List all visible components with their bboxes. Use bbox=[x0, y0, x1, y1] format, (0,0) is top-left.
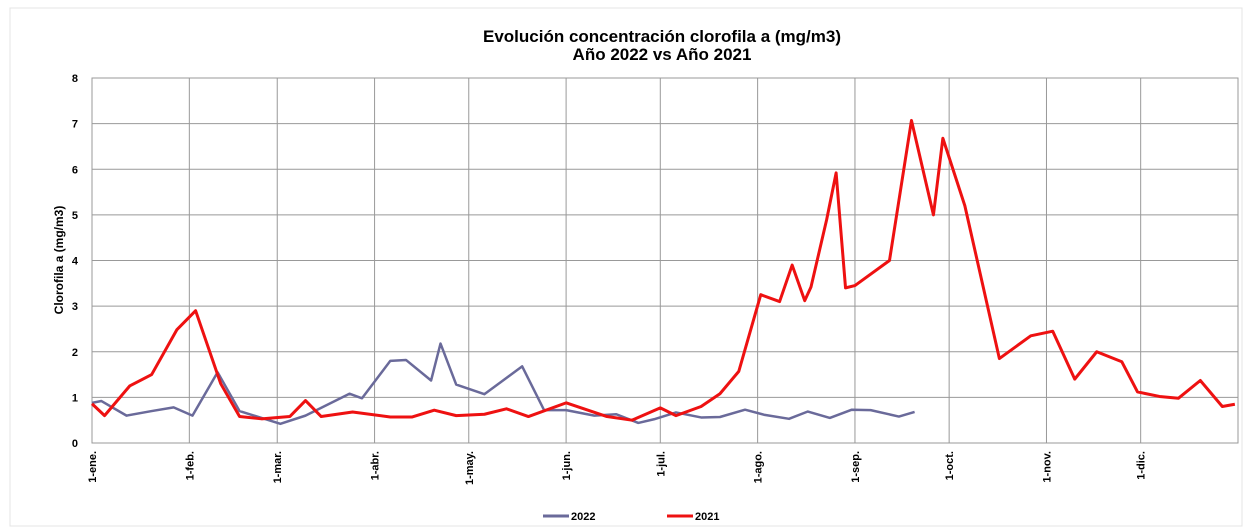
x-tick-label: 1-feb. bbox=[184, 451, 196, 480]
series-line bbox=[91, 342, 915, 426]
series-line bbox=[90, 118, 1236, 422]
legend-label: 2021 bbox=[695, 511, 719, 523]
x-tick-label: 1-mar. bbox=[272, 451, 284, 483]
x-tick-label: 1-ago. bbox=[753, 451, 765, 483]
x-tick-label: 1-nov. bbox=[1041, 451, 1053, 483]
x-tick-label: 1-jun. bbox=[561, 451, 573, 480]
x-tick-label: 1-abr. bbox=[370, 451, 382, 480]
x-tick-label: 1-may. bbox=[464, 451, 476, 485]
y-tick-label: 7 bbox=[72, 119, 78, 131]
y-tick-label: 8 bbox=[72, 73, 78, 85]
y-tick-label: 1 bbox=[72, 392, 78, 404]
x-tick-label: 1-jul. bbox=[655, 451, 667, 477]
y-tick-label: 5 bbox=[72, 210, 78, 222]
chart-subtitle: Año 2022 vs Año 2021 bbox=[573, 45, 752, 64]
legend-label: 2022 bbox=[571, 511, 595, 523]
x-tick-label: 1-dic. bbox=[1136, 451, 1148, 480]
y-tick-label: 6 bbox=[72, 164, 78, 176]
x-tick-label: 1-sep. bbox=[850, 451, 862, 483]
y-axis-label: Clorofila a (mg/m3) bbox=[52, 206, 66, 315]
y-tick-label: 3 bbox=[72, 301, 78, 313]
y-tick-label: 4 bbox=[72, 256, 79, 268]
x-tick-label: 1-oct. bbox=[944, 451, 956, 480]
chart-title: Evolución concentración clorofila a (mg/… bbox=[483, 27, 841, 46]
y-tick-label: 2 bbox=[72, 347, 78, 359]
chart-border bbox=[9, 7, 1243, 527]
y-tick-label: 0 bbox=[72, 438, 78, 450]
x-tick-label: 1-ene. bbox=[87, 451, 99, 483]
